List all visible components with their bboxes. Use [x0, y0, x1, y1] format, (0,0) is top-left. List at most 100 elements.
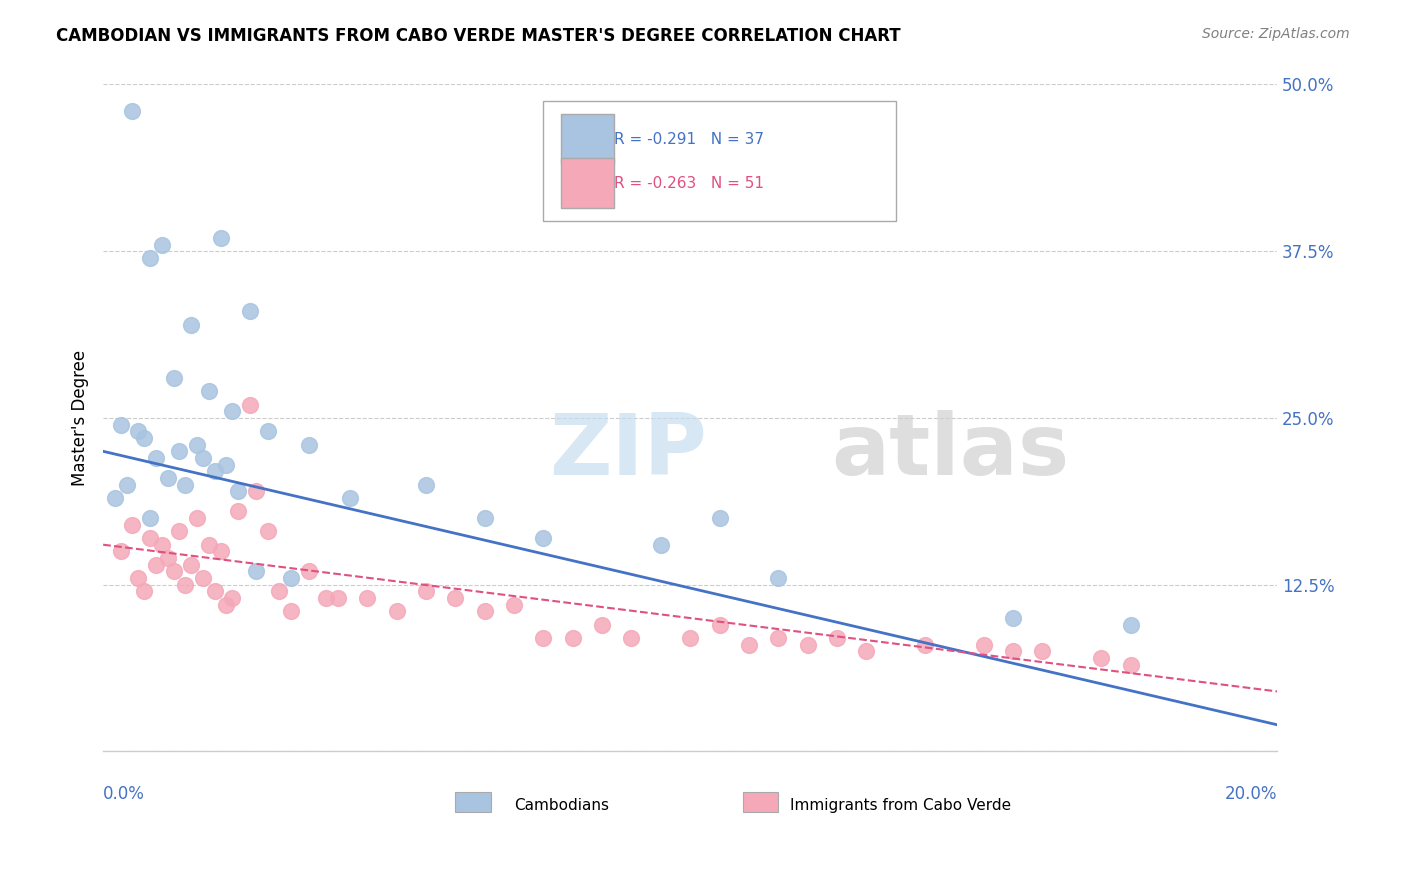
FancyBboxPatch shape: [561, 114, 614, 164]
Text: Cambodians: Cambodians: [515, 798, 609, 814]
Bar: [742, 791, 779, 812]
Point: [591, 617, 613, 632]
Text: 20.0%: 20.0%: [1225, 785, 1277, 803]
Point: [533, 531, 555, 545]
Point: [1002, 611, 1025, 625]
Point: [139, 511, 162, 525]
Text: R = -0.263   N = 51: R = -0.263 N = 51: [614, 176, 763, 191]
FancyBboxPatch shape: [544, 101, 896, 221]
Point: [215, 598, 238, 612]
Point: [156, 551, 179, 566]
Point: [127, 571, 149, 585]
Point: [110, 544, 132, 558]
Point: [221, 404, 243, 418]
Point: [139, 531, 162, 545]
Point: [914, 638, 936, 652]
Point: [297, 437, 319, 451]
Point: [156, 471, 179, 485]
Point: [145, 450, 167, 465]
Point: [104, 491, 127, 505]
Text: Immigrants from Cabo Verde: Immigrants from Cabo Verde: [790, 798, 1011, 814]
Point: [474, 511, 496, 525]
Point: [115, 477, 138, 491]
Point: [198, 384, 221, 399]
Point: [150, 538, 173, 552]
Point: [339, 491, 361, 505]
Text: ZIP: ZIP: [550, 409, 707, 492]
Point: [474, 604, 496, 618]
Point: [297, 565, 319, 579]
Point: [280, 571, 302, 585]
Point: [256, 524, 278, 539]
Point: [315, 591, 337, 605]
Point: [180, 558, 202, 572]
Point: [174, 578, 197, 592]
Point: [162, 565, 184, 579]
Point: [768, 631, 790, 645]
Point: [204, 464, 226, 478]
Text: CAMBODIAN VS IMMIGRANTS FROM CABO VERDE MASTER'S DEGREE CORRELATION CHART: CAMBODIAN VS IMMIGRANTS FROM CABO VERDE …: [56, 27, 901, 45]
Point: [326, 591, 349, 605]
Point: [855, 644, 877, 658]
Point: [209, 544, 232, 558]
Point: [162, 371, 184, 385]
Point: [738, 638, 761, 652]
Point: [650, 538, 672, 552]
Point: [256, 425, 278, 439]
Point: [280, 604, 302, 618]
Point: [796, 638, 818, 652]
Point: [709, 617, 731, 632]
Text: Source: ZipAtlas.com: Source: ZipAtlas.com: [1202, 27, 1350, 41]
Point: [150, 237, 173, 252]
Point: [215, 458, 238, 472]
Point: [1119, 657, 1142, 672]
Point: [127, 425, 149, 439]
Point: [561, 631, 583, 645]
Point: [415, 477, 437, 491]
Point: [503, 598, 526, 612]
Point: [198, 538, 221, 552]
Point: [245, 484, 267, 499]
Point: [709, 511, 731, 525]
Point: [221, 591, 243, 605]
Point: [1090, 651, 1112, 665]
Point: [209, 231, 232, 245]
Y-axis label: Master's Degree: Master's Degree: [72, 350, 89, 486]
Point: [110, 417, 132, 432]
Point: [533, 631, 555, 645]
Point: [121, 517, 143, 532]
Point: [415, 584, 437, 599]
Point: [134, 431, 156, 445]
Point: [121, 104, 143, 119]
Point: [174, 477, 197, 491]
Point: [1119, 617, 1142, 632]
Point: [226, 504, 249, 518]
Point: [1002, 644, 1025, 658]
Point: [620, 631, 643, 645]
Point: [226, 484, 249, 499]
Point: [169, 444, 191, 458]
Point: [191, 450, 214, 465]
Point: [145, 558, 167, 572]
Point: [204, 584, 226, 599]
Bar: [456, 791, 491, 812]
Point: [1031, 644, 1053, 658]
Point: [825, 631, 848, 645]
Point: [385, 604, 408, 618]
FancyBboxPatch shape: [561, 158, 614, 208]
Point: [973, 638, 995, 652]
Text: R = -0.291   N = 37: R = -0.291 N = 37: [614, 132, 763, 146]
Point: [444, 591, 467, 605]
Point: [186, 511, 208, 525]
Point: [139, 251, 162, 265]
Point: [239, 398, 262, 412]
Point: [191, 571, 214, 585]
Point: [134, 584, 156, 599]
Point: [768, 571, 790, 585]
Point: [186, 437, 208, 451]
Text: 0.0%: 0.0%: [103, 785, 145, 803]
Point: [245, 565, 267, 579]
Point: [356, 591, 378, 605]
Point: [169, 524, 191, 539]
Point: [239, 304, 262, 318]
